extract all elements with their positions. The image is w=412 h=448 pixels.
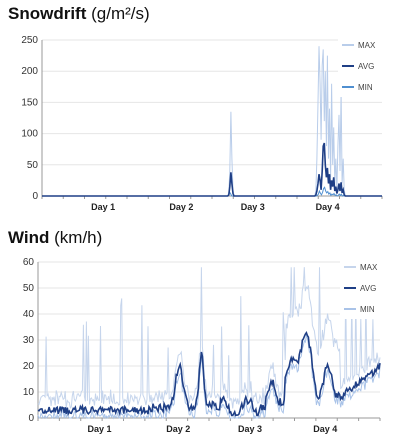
legend-label: MAX: [358, 41, 376, 50]
y-tick-label: 0: [32, 191, 38, 202]
series-line-max: [42, 46, 382, 197]
y-tick-label: 30: [23, 335, 35, 346]
x-tick-label: Day 4: [316, 202, 340, 212]
y-tick-label: 250: [21, 35, 38, 46]
y-tick-label: 10: [23, 387, 35, 398]
series-line-avg: [42, 142, 382, 197]
legend-label: MAX: [360, 263, 378, 272]
x-tick-label: Day 1: [91, 202, 115, 212]
y-tick-label: 0: [28, 413, 34, 424]
y-tick-label: 20: [23, 361, 35, 372]
legend-label: AVG: [360, 284, 376, 293]
legend-label: MIN: [360, 305, 375, 314]
y-tick-label: 40: [23, 309, 35, 320]
snowdrift-chart: 0 50 100 150 200 250 Day 1 Day 2 Day 3 Day 4 MAX AV…: [21, 35, 388, 212]
y-tick-label: 60: [23, 257, 35, 268]
x-tick-label: Day 3: [241, 202, 265, 212]
x-tick-label: Day 1: [88, 424, 112, 434]
x-tick-label: Day 2: [166, 424, 190, 434]
series-line-max: [37, 267, 381, 409]
wind-chart: 0 10 20 30 40 50 60 Day 1 Day 2 Day 3 Day 4 MAX AVG M…: [23, 257, 390, 434]
snowdrift-title: Snowdrift (g/m²/s): [8, 4, 150, 23]
x-tick-label: Day 2: [169, 202, 193, 212]
x-tick-label: Day 4: [313, 424, 337, 434]
y-tick-label: 50: [23, 283, 35, 294]
legend-label: MIN: [358, 83, 373, 92]
series-line-min: [37, 333, 381, 420]
wind-title: Wind (km/h): [8, 228, 103, 247]
y-tick-label: 50: [27, 160, 39, 171]
y-tick-label: 200: [21, 66, 38, 77]
y-tick-label: 100: [21, 129, 38, 140]
y-tick-label: 150: [21, 97, 38, 108]
legend-label: AVG: [358, 62, 374, 71]
series-line-avg: [37, 330, 381, 417]
x-tick-label: Day 3: [238, 424, 262, 434]
